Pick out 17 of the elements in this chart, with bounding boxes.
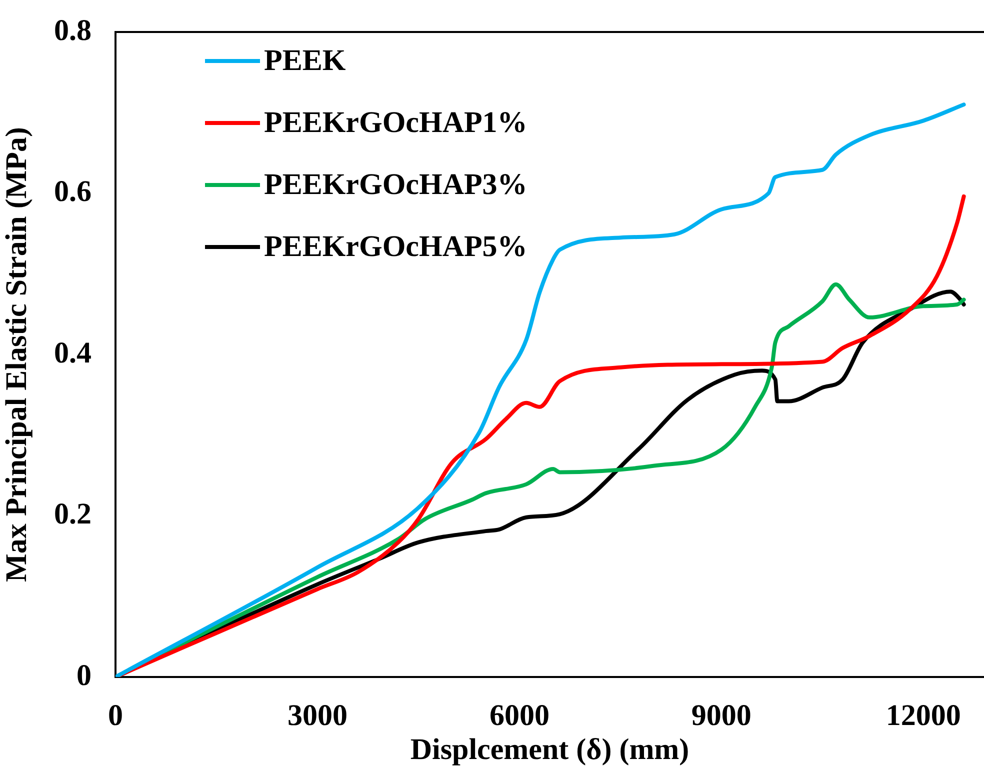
y-tick-label: 0.4 <box>54 336 92 370</box>
x-tick-label: 0 <box>108 698 123 732</box>
y-tick-label: 0.8 <box>54 14 92 47</box>
line-series <box>116 102 966 677</box>
y-axis-title: Max Principal Elastic Strain (MPa) <box>0 127 33 582</box>
legend-label: PEEKrGOcHAP1% <box>264 106 528 140</box>
y-tick-label: 0 <box>76 658 92 692</box>
x-tick-label: 6000 <box>489 698 550 732</box>
legend-label: PEEK <box>264 44 346 78</box>
x-axis-title: Displcement (δ) (mm) <box>410 732 690 766</box>
x-tick-label: 3000 <box>287 698 348 732</box>
legend-label: PEEKrGOcHAP3% <box>264 168 528 202</box>
y-tick-label: 0.6 <box>54 175 92 208</box>
y-tick-label: 0.2 <box>54 498 92 530</box>
x-tick-label: 9000 <box>691 698 752 732</box>
x-tick-label: 12000 <box>886 698 961 732</box>
legend-label: PEEKrGOcHAP5% <box>264 230 528 264</box>
